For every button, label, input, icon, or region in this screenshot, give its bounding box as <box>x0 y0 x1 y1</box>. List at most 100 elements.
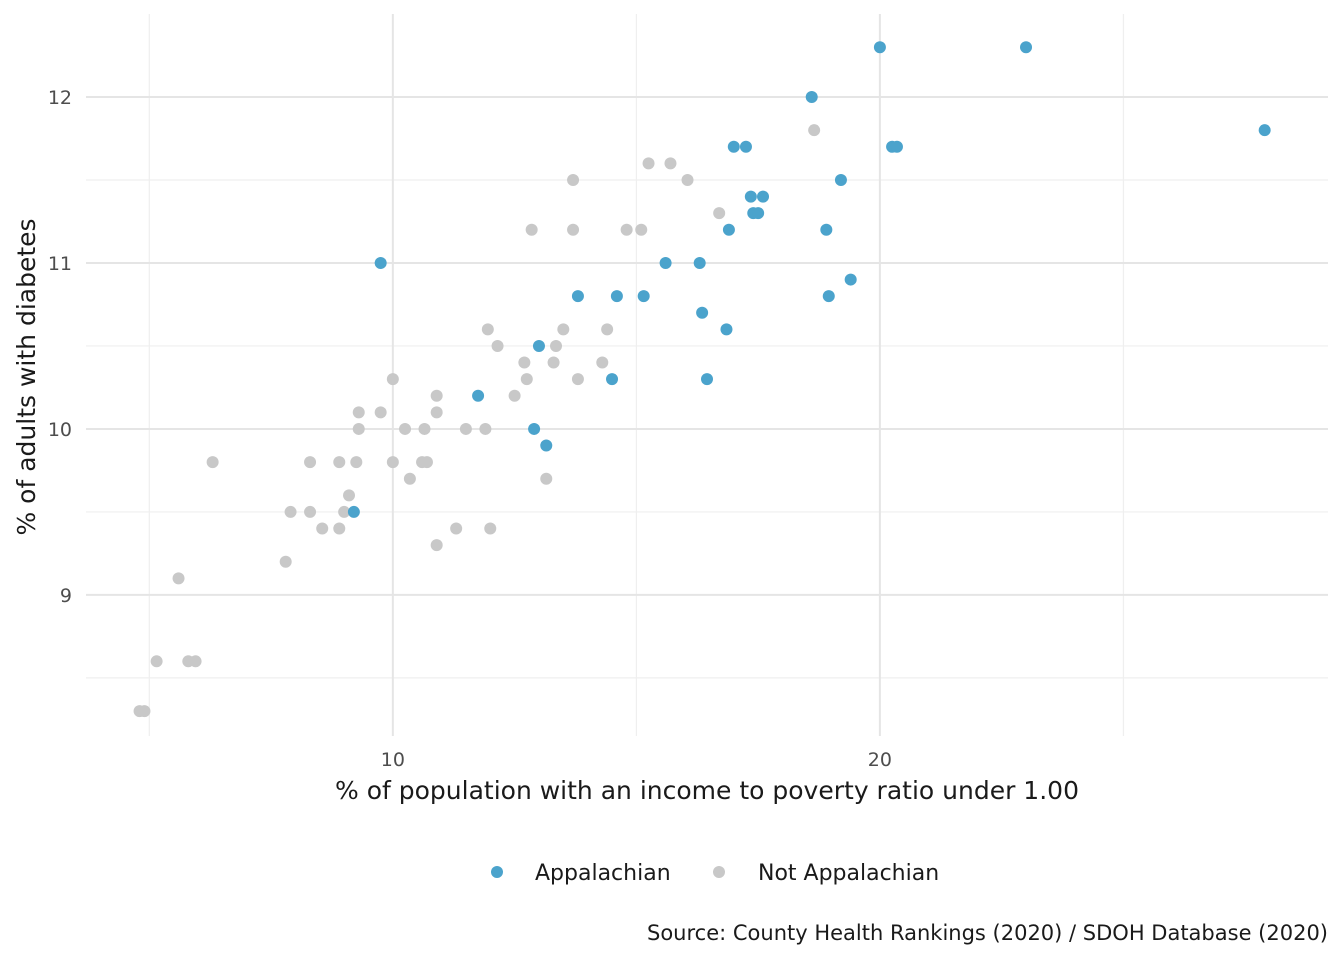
point-not-appalachian <box>386 456 399 469</box>
point-not-appalachian <box>550 339 563 352</box>
point-not-appalachian <box>150 655 163 668</box>
point-not-appalachian <box>138 705 151 718</box>
point-not-appalachian <box>206 456 219 469</box>
legend: Appalachian Not Appalachian <box>491 861 939 886</box>
point-appalachian <box>820 223 833 236</box>
data-points <box>133 41 1271 718</box>
grid-lines <box>86 14 1328 736</box>
point-not-appalachian <box>304 505 317 518</box>
point-appalachian <box>472 389 485 402</box>
x-tick-label: 10 <box>381 749 405 771</box>
point-appalachian <box>727 140 740 153</box>
point-not-appalachian <box>350 456 363 469</box>
y-axis-title: % of adults with diabetes <box>12 218 41 535</box>
point-not-appalachian <box>284 505 297 518</box>
point-appalachian <box>890 140 903 153</box>
point-appalachian <box>610 290 623 303</box>
point-not-appalachian <box>333 522 346 535</box>
y-tick-label: 9 <box>60 585 72 607</box>
legend-label-appalachian: Appalachian <box>535 861 671 886</box>
point-not-appalachian <box>713 207 726 220</box>
x-axis-title: % of population with an income to povert… <box>335 776 1079 805</box>
point-appalachian <box>532 339 545 352</box>
point-appalachian <box>805 90 818 103</box>
point-appalachian <box>693 256 706 269</box>
point-appalachian <box>571 290 584 303</box>
point-not-appalachian <box>557 323 570 336</box>
point-not-appalachian <box>567 223 580 236</box>
point-appalachian <box>637 290 650 303</box>
point-appalachian <box>659 256 672 269</box>
point-appalachian <box>1258 124 1271 137</box>
point-not-appalachian <box>450 522 463 535</box>
point-not-appalachian <box>459 422 472 435</box>
point-not-appalachian <box>430 389 443 402</box>
y-tick-label: 12 <box>48 87 72 109</box>
point-not-appalachian <box>430 406 443 419</box>
legend-key-not-appalachian <box>713 866 725 878</box>
point-appalachian <box>528 422 541 435</box>
legend-label-not-appalachian: Not Appalachian <box>758 861 939 886</box>
point-appalachian <box>744 190 757 203</box>
point-not-appalachian <box>508 389 521 402</box>
point-not-appalachian <box>681 173 694 186</box>
point-not-appalachian <box>642 157 655 170</box>
point-appalachian <box>873 41 886 54</box>
point-not-appalachian <box>664 157 677 170</box>
point-not-appalachian <box>635 223 648 236</box>
point-not-appalachian <box>279 555 292 568</box>
tick-labels: 10 20 9 10 11 12 <box>48 87 892 771</box>
point-not-appalachian <box>540 472 553 485</box>
point-not-appalachian <box>352 406 365 419</box>
point-not-appalachian <box>338 505 351 518</box>
point-not-appalachian <box>601 323 614 336</box>
point-appalachian <box>757 190 770 203</box>
point-not-appalachian <box>484 522 497 535</box>
point-appalachian <box>374 256 387 269</box>
point-not-appalachian <box>418 422 431 435</box>
point-not-appalachian <box>596 356 609 369</box>
point-not-appalachian <box>374 406 387 419</box>
point-appalachian <box>722 223 735 236</box>
point-not-appalachian <box>430 539 443 552</box>
point-appalachian <box>739 140 752 153</box>
point-appalachian <box>606 373 619 386</box>
point-not-appalachian <box>620 223 633 236</box>
y-tick-label: 10 <box>48 419 72 441</box>
point-appalachian <box>834 173 847 186</box>
point-not-appalachian <box>420 456 433 469</box>
point-not-appalachian <box>479 422 492 435</box>
point-not-appalachian <box>343 489 356 502</box>
legend-key-appalachian <box>491 866 503 878</box>
point-not-appalachian <box>386 373 399 386</box>
point-not-appalachian <box>304 456 317 469</box>
x-tick-label: 20 <box>868 749 892 771</box>
point-not-appalachian <box>520 373 533 386</box>
point-appalachian <box>347 505 360 518</box>
point-appalachian <box>701 373 713 386</box>
point-appalachian <box>844 273 857 286</box>
point-not-appalachian <box>547 356 560 369</box>
point-appalachian <box>720 323 733 336</box>
point-not-appalachian <box>567 173 580 186</box>
y-tick-label: 11 <box>48 253 72 275</box>
point-not-appalachian <box>403 472 416 485</box>
point-not-appalachian <box>333 456 346 469</box>
point-appalachian <box>540 439 553 452</box>
point-appalachian <box>752 207 765 220</box>
point-not-appalachian <box>491 339 504 352</box>
point-not-appalachian <box>172 572 185 585</box>
point-not-appalachian <box>481 323 494 336</box>
point-appalachian <box>822 290 835 303</box>
point-not-appalachian <box>316 522 329 535</box>
point-not-appalachian <box>808 124 821 137</box>
point-not-appalachian <box>189 655 202 668</box>
point-appalachian <box>696 306 709 319</box>
point-not-appalachian <box>352 422 365 435</box>
point-not-appalachian <box>399 422 412 435</box>
point-not-appalachian <box>518 356 531 369</box>
point-not-appalachian <box>571 373 584 386</box>
point-appalachian <box>1020 41 1033 54</box>
point-not-appalachian <box>525 223 538 236</box>
